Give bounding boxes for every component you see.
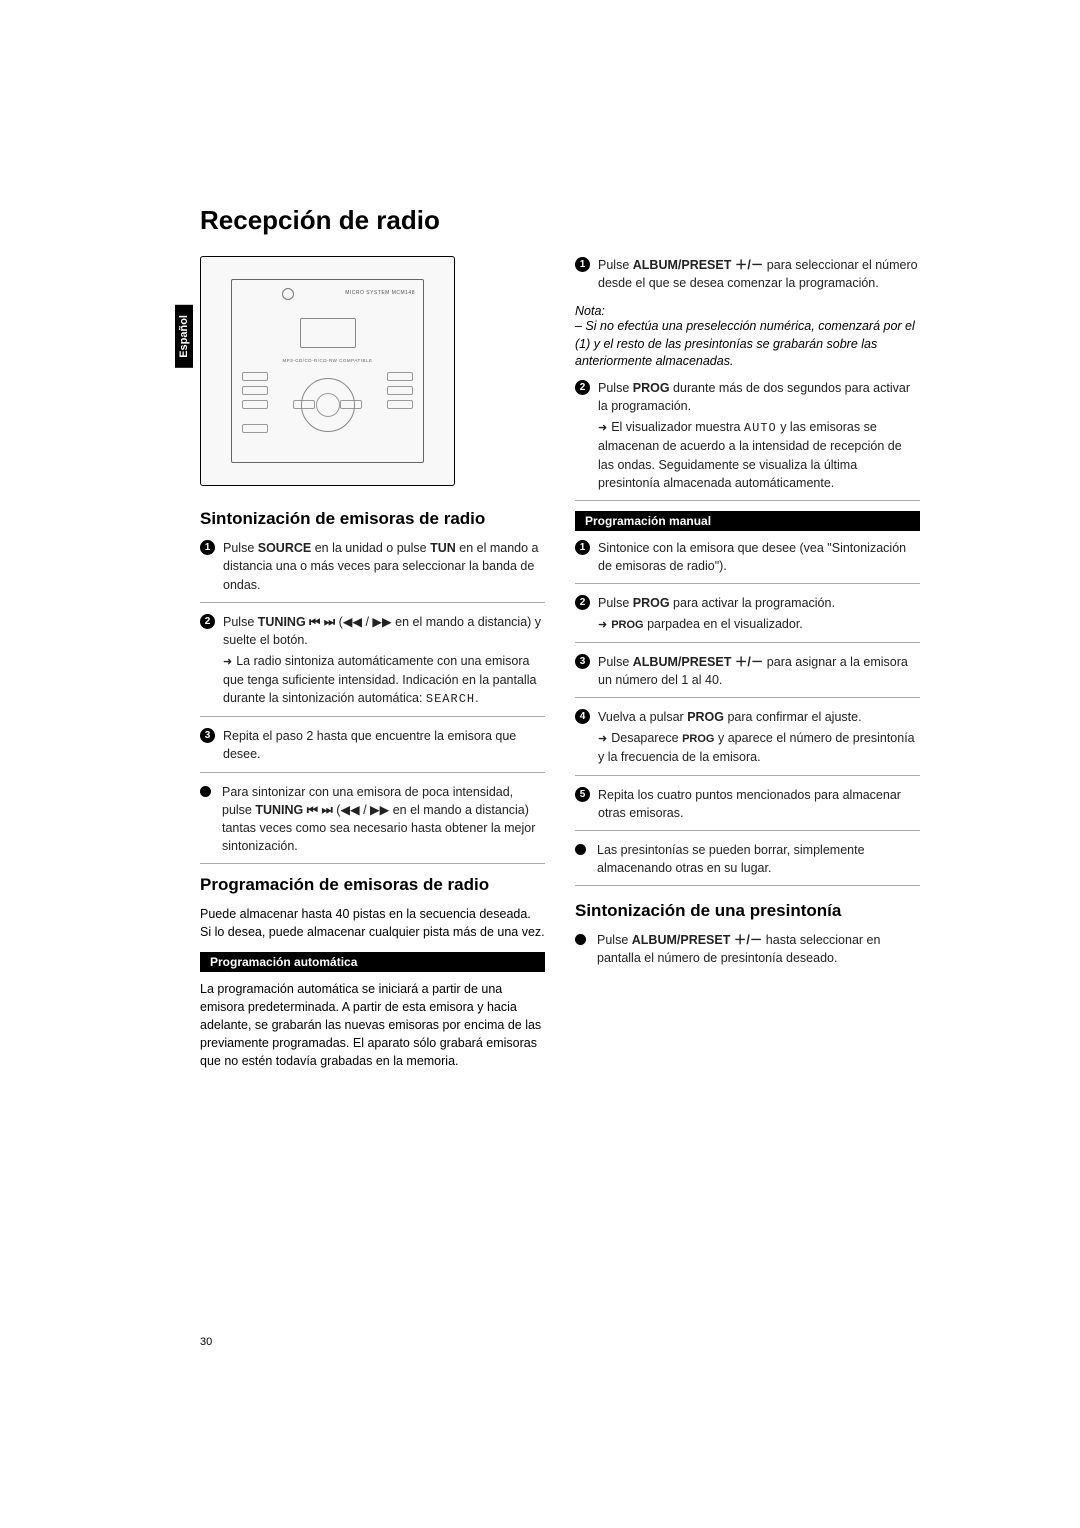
bullet-icon (200, 786, 211, 797)
result-text: parpadea en el visualizador. (644, 617, 803, 631)
section-programming-title: Programación de emisoras de radio (200, 874, 545, 895)
plus-minus-icon: ＋/－ (734, 933, 762, 947)
page-number: 30 (200, 1336, 212, 1348)
prev-next-icon: ⏮ ⏭ (307, 803, 333, 817)
step-number-icon: 3 (575, 654, 590, 669)
device-illustration: MICRO SYSTEM MCM148 MP3-CD/CD-R/CD-RW CO… (200, 256, 455, 486)
button-ref: ALBUM/PRESET (632, 933, 734, 947)
left-column: MICRO SYSTEM MCM148 MP3-CD/CD-R/CD-RW CO… (200, 256, 545, 1078)
text: Repita los cuatro puntos mencionados par… (598, 786, 920, 822)
button-ref: PROG (633, 381, 670, 395)
text: Pulse (223, 541, 258, 555)
text: Repita el paso 2 hasta que encuentre la … (223, 727, 545, 763)
result-text: Desaparece (611, 731, 682, 745)
text: Pulse (598, 258, 633, 272)
device-cd-text: MP3-CD/CD-R/CD-RW COMPATIBLE (232, 358, 423, 363)
text: para activar la programación. (670, 596, 835, 610)
text: Pulse (223, 615, 258, 629)
button-ref: TUNING (255, 803, 306, 817)
auto-programming-text: La programación automática se iniciará a… (200, 980, 545, 1071)
lcd-text: SEARCH (426, 692, 475, 706)
tuning-step-3: 3 Repita el paso 2 hasta que encuentre l… (200, 727, 545, 772)
section-tuning-title: Sintonización de emisoras de radio (200, 508, 545, 529)
manual-step-3: 3 Pulse ALBUM/PRESET ＋/－ para asignar a … (575, 653, 920, 698)
result-text: La radio sintoniza automáticamente con u… (223, 654, 536, 705)
bullet-icon (575, 934, 586, 945)
tuning-step-2: 2 Pulse TUNING ⏮ ⏭ (◀◀ / ▶▶ en el mando … (200, 613, 545, 718)
manual-step-2: 2 Pulse PROG para activar la programació… (575, 594, 920, 643)
button-ref: SOURCE (258, 541, 311, 555)
step-number-icon: 1 (575, 540, 590, 555)
manual-delete-note: Las presintonías se pueden borrar, simpl… (575, 841, 920, 886)
lcd-indicator: PROG (611, 619, 643, 631)
note-text: – Si no efectúa una preselección numéric… (575, 318, 920, 371)
auto-step-1: 1 Pulse ALBUM/PRESET ＋/－ para selecciona… (575, 256, 920, 294)
button-ref: TUNING (258, 615, 309, 629)
text: Pulse (598, 596, 633, 610)
step-number-icon: 3 (200, 728, 215, 743)
tuning-step-1: 1 Pulse SOURCE en la unidad o pulse TUN … (200, 539, 545, 602)
device-model-label: MICRO SYSTEM MCM148 (282, 286, 415, 300)
remote-symbols: (◀◀ / ▶▶ (333, 803, 390, 817)
section-preset-title: Sintonización de una presintonía (575, 900, 920, 921)
text: Pulse (598, 655, 633, 669)
auto-programming-header: Programación automática (200, 952, 545, 972)
right-column: 1 Pulse ALBUM/PRESET ＋/－ para selecciona… (575, 256, 920, 1078)
text: Sintonice con la emisora que desee (vea … (598, 539, 920, 575)
step-number-icon: 1 (200, 540, 215, 555)
manual-step-1: 1 Sintonice con la emisora que desee (ve… (575, 539, 920, 584)
manual-programming-header: Programación manual (575, 511, 920, 531)
step-number-icon: 1 (575, 257, 590, 272)
note-label: Nota: (575, 304, 920, 318)
text: para confirmar el ajuste. (724, 710, 862, 724)
text: Pulse (597, 933, 632, 947)
preset-step: Pulse ALBUM/PRESET ＋/－ hasta seleccionar… (575, 931, 920, 969)
step-number-icon: 2 (575, 380, 590, 395)
tuning-weak-signal: Para sintonizar con una emisora de poca … (200, 783, 545, 865)
text: Las presintonías se pueden borrar, simpl… (597, 841, 920, 877)
result-text: El visualizador muestra (611, 420, 744, 434)
plus-minus-icon: ＋/－ (735, 258, 763, 272)
manual-step-4: 4 Vuelva a pulsar PROG para confirmar el… (575, 708, 920, 775)
text: Vuelva a pulsar (598, 710, 687, 724)
step-number-icon: 4 (575, 709, 590, 724)
button-ref: PROG (633, 596, 670, 610)
plus-minus-icon: ＋/－ (735, 655, 763, 669)
button-ref: TUN (430, 541, 456, 555)
step-number-icon: 2 (200, 614, 215, 629)
remote-symbols: (◀◀ / ▶▶ (335, 615, 392, 629)
page-title: Recepción de radio (200, 205, 920, 236)
button-ref: PROG (687, 710, 724, 724)
two-column-layout: MICRO SYSTEM MCM148 MP3-CD/CD-R/CD-RW CO… (200, 256, 920, 1078)
step-number-icon: 5 (575, 787, 590, 802)
prev-next-icon: ⏮ ⏭ (309, 615, 335, 629)
lcd-text: AUTO (744, 421, 777, 435)
manual-step-5: 5 Repita los cuatro puntos mencionados p… (575, 786, 920, 831)
button-ref: ALBUM/PRESET (633, 258, 735, 272)
lcd-indicator: PROG (682, 733, 714, 745)
step-number-icon: 2 (575, 595, 590, 610)
button-ref: ALBUM/PRESET (633, 655, 735, 669)
text: en la unidad o pulse (311, 541, 430, 555)
auto-step-2: 2 Pulse PROG durante más de dos segundos… (575, 379, 920, 501)
page-content: Recepción de radio MICRO SYSTEM MCM148 M… (200, 205, 920, 1078)
bullet-icon (575, 844, 586, 855)
text: Pulse (598, 381, 633, 395)
programming-intro: Puede almacenar hasta 40 pistas en la se… (200, 905, 545, 941)
language-tab: Español (175, 305, 193, 368)
